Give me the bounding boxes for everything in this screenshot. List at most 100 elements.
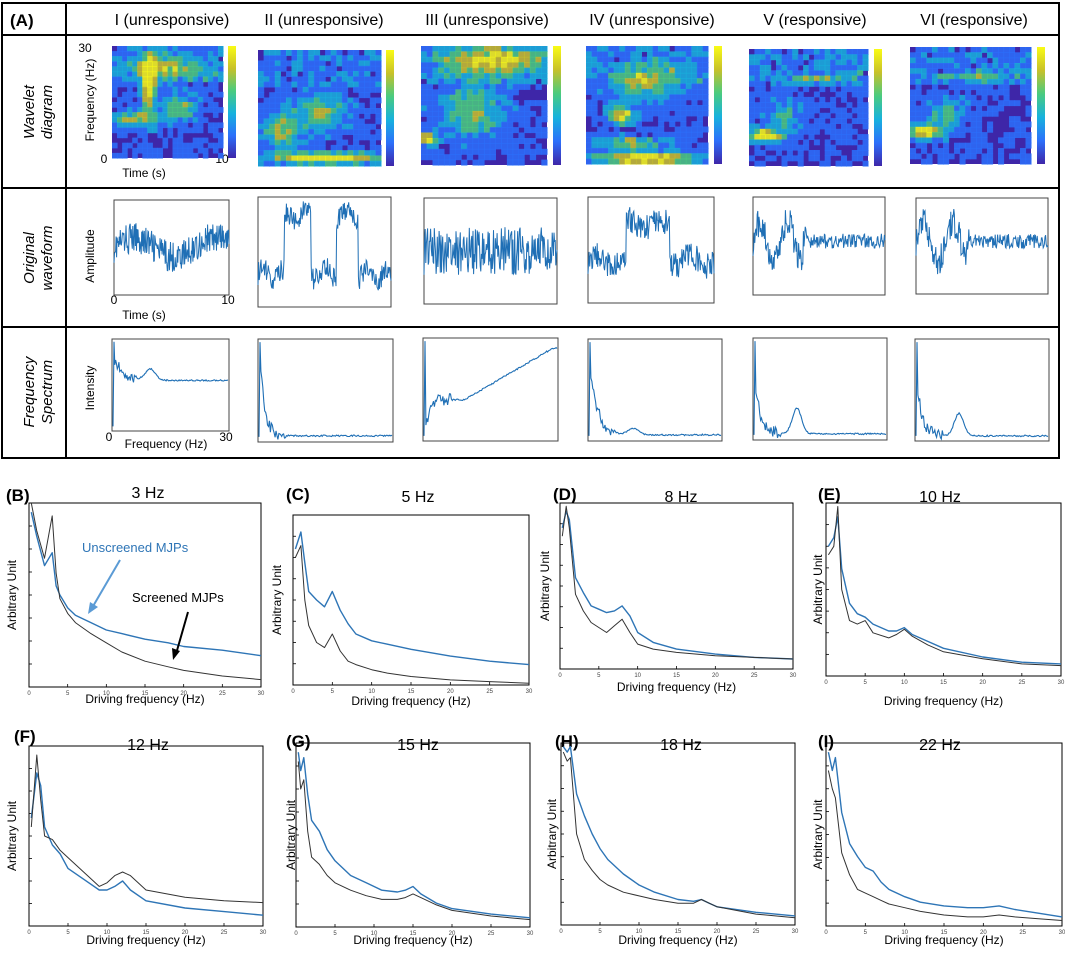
wavelet-cell: [591, 142, 598, 149]
wavelet-cell: [857, 49, 864, 55]
wavelet-cell: [438, 121, 445, 128]
wavelet-cell: [286, 123, 293, 130]
wavelet-cell: [347, 81, 354, 88]
wavelet-cell: [341, 160, 349, 167]
wavelet-cell: [286, 102, 293, 109]
wavelet-cell: [455, 143, 462, 150]
wavelet-cell: [976, 148, 983, 154]
wavelet-cell: [781, 54, 788, 61]
wavelet-cell: [313, 81, 321, 88]
wavelet-cell: [263, 129, 270, 135]
wavelet-cell: [142, 66, 148, 73]
wavelet-cell: [776, 70, 782, 77]
wavelet-cell: [921, 148, 928, 154]
wavelet-cell: [641, 131, 648, 138]
wavelet-cell: [602, 131, 609, 138]
wavelet-cell: [663, 105, 670, 111]
wavelet-cell: [330, 160, 337, 167]
wavelet-cell: [792, 139, 799, 146]
wavelet-cell: [1003, 47, 1010, 53]
wavelet-cell: [846, 102, 853, 109]
wavelet-cell: [512, 143, 519, 150]
wavelet-cell: [691, 105, 698, 111]
x-tick-label: 20: [180, 691, 187, 697]
wavelet-cell: [1025, 153, 1032, 160]
panel-label: (F): [14, 727, 36, 746]
wavelet-cell: [157, 152, 163, 159]
wavelet-cell: [274, 108, 281, 114]
wavelet-cell: [619, 137, 626, 144]
wavelet-cell: [992, 110, 999, 117]
wavelet-cell: [851, 75, 858, 82]
wavelet-cell: [375, 108, 382, 114]
wavelet-cell: [781, 91, 788, 98]
wavelet-cell: [835, 118, 842, 124]
wavelet-cell: [613, 51, 620, 58]
row-label-wavelet-line1: Wavelet: [21, 84, 38, 139]
wavelet-cell: [369, 108, 376, 114]
x-tick-label: 30: [790, 673, 797, 679]
wavelet-cell: [608, 62, 615, 69]
wavelet-cell: [841, 139, 847, 146]
wavelet-cell: [495, 100, 502, 107]
wavelet-cell: [207, 46, 214, 52]
wavelet-cell: [591, 153, 598, 160]
wavelet-cell: [421, 127, 428, 134]
wavelet-cell: [147, 51, 153, 57]
wavelet-cell: [803, 144, 810, 151]
wavelet-cell: [297, 76, 304, 83]
wavelet-cell: [122, 107, 128, 113]
wavelet-cell: [987, 142, 994, 149]
wavelet-cell: [846, 70, 853, 77]
wavelet-cell: [841, 107, 847, 114]
wavelet-cell: [484, 56, 491, 63]
wavelet-cell: [269, 50, 276, 56]
wavelet-cell: [658, 153, 665, 160]
wavelet-cell: [680, 88, 687, 95]
wavelet-cell: [680, 147, 687, 154]
wavelet-cell: [630, 94, 637, 101]
wavelet-cell: [674, 142, 681, 149]
wavelet-cell: [998, 105, 1005, 112]
wavelet-cell: [819, 86, 826, 93]
wavelet-cell: [197, 96, 204, 103]
wavelet-cell: [674, 126, 681, 133]
wavelet-cell: [192, 122, 199, 129]
wavelet-cell: [512, 56, 519, 63]
wavelet-cell: [443, 67, 451, 74]
wavelet-cell: [182, 117, 189, 123]
wavelet-cell: [432, 105, 439, 112]
wavelet-cell: [948, 94, 955, 101]
wavelet-cell: [212, 51, 219, 57]
y-axis-label: Arbitrary Unit: [5, 559, 19, 630]
wavelet-cell: [792, 112, 799, 119]
wavelet-cell: [291, 60, 298, 67]
wavelet-cell: [624, 158, 631, 165]
wavelet-cell: [286, 129, 293, 135]
wavelet-cell: [280, 150, 287, 157]
wavelet-cell: [112, 91, 118, 98]
wavelet-cell: [647, 56, 654, 63]
wavelet-cell: [132, 81, 138, 88]
wavelet-cell: [187, 51, 194, 57]
wavelet-cell: [122, 142, 128, 149]
wavelet-cell: [122, 152, 128, 159]
wavelet-cell: [630, 131, 637, 138]
series-line-screened: [30, 754, 264, 904]
wavelet-cell: [613, 158, 620, 165]
wavelet-cell: [495, 62, 502, 69]
colorbar: [874, 49, 882, 166]
wavelet-cell: [1009, 121, 1016, 128]
wavelet-cell: [353, 86, 360, 93]
wavelet-cell: [177, 147, 184, 154]
wavelet-cell: [959, 121, 966, 128]
wavelet-cell: [472, 83, 479, 90]
wavelet-cell: [313, 97, 321, 104]
wavelet-cell: [132, 91, 138, 98]
wavelet-cell: [461, 105, 468, 112]
wavelet-cell: [313, 150, 321, 157]
wavelet-cell: [921, 52, 928, 59]
wavelet-cell: [495, 105, 502, 112]
wavelet-cell: [647, 158, 654, 165]
wavelet-cell: [364, 65, 371, 72]
